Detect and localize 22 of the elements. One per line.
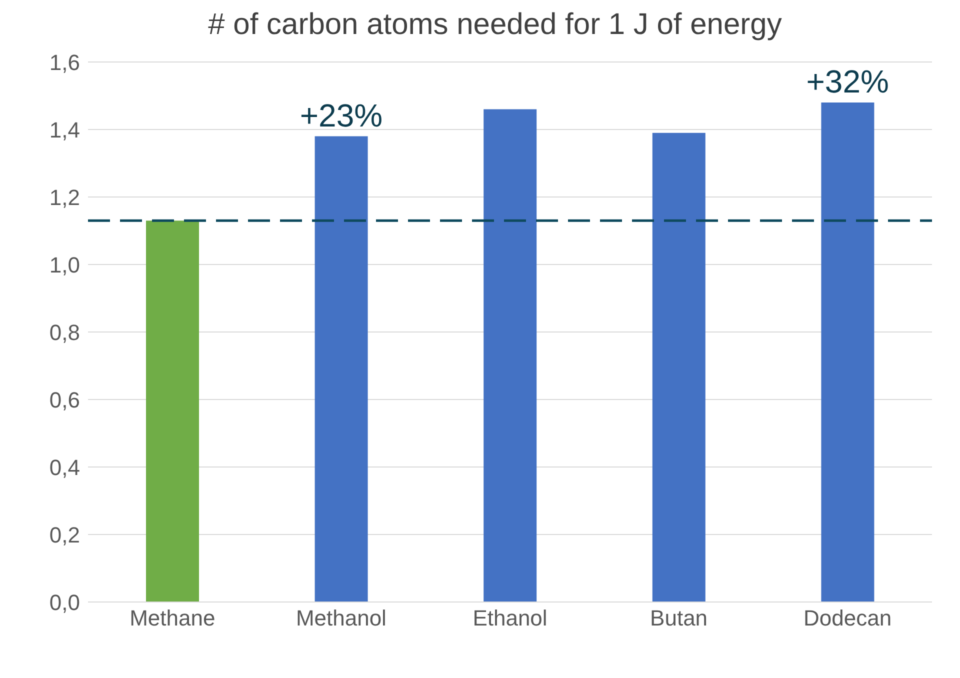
y-tick-label: 1,6 [49, 50, 80, 75]
bar [821, 102, 874, 602]
bar [652, 132, 706, 602]
y-tick-label: 1,2 [49, 184, 80, 210]
x-tick-label: Dodecan [804, 606, 892, 631]
x-tick-label: Ethanol [472, 606, 548, 631]
y-tick-label: 0,8 [49, 320, 80, 345]
x-tick-label: Butan [650, 606, 708, 631]
chart-title: # of carbon atoms needed for 1 J of energy [207, 8, 783, 42]
bar [146, 220, 199, 602]
y-tick-label: 0,0 [49, 590, 80, 615]
annotation: +23% [300, 97, 383, 134]
bar [484, 109, 537, 602]
bar [314, 136, 368, 602]
x-tick-label: Methane [130, 606, 216, 631]
y-tick-label: 1,4 [49, 117, 80, 142]
annotation: +32% [806, 64, 889, 100]
y-tick-label: 0,2 [49, 522, 80, 548]
y-tick-label: 1,0 [49, 252, 80, 278]
x-tick-label: Methanol [296, 606, 386, 631]
y-tick-label: 0,4 [49, 454, 80, 480]
y-tick-label: 0,6 [49, 387, 80, 412]
